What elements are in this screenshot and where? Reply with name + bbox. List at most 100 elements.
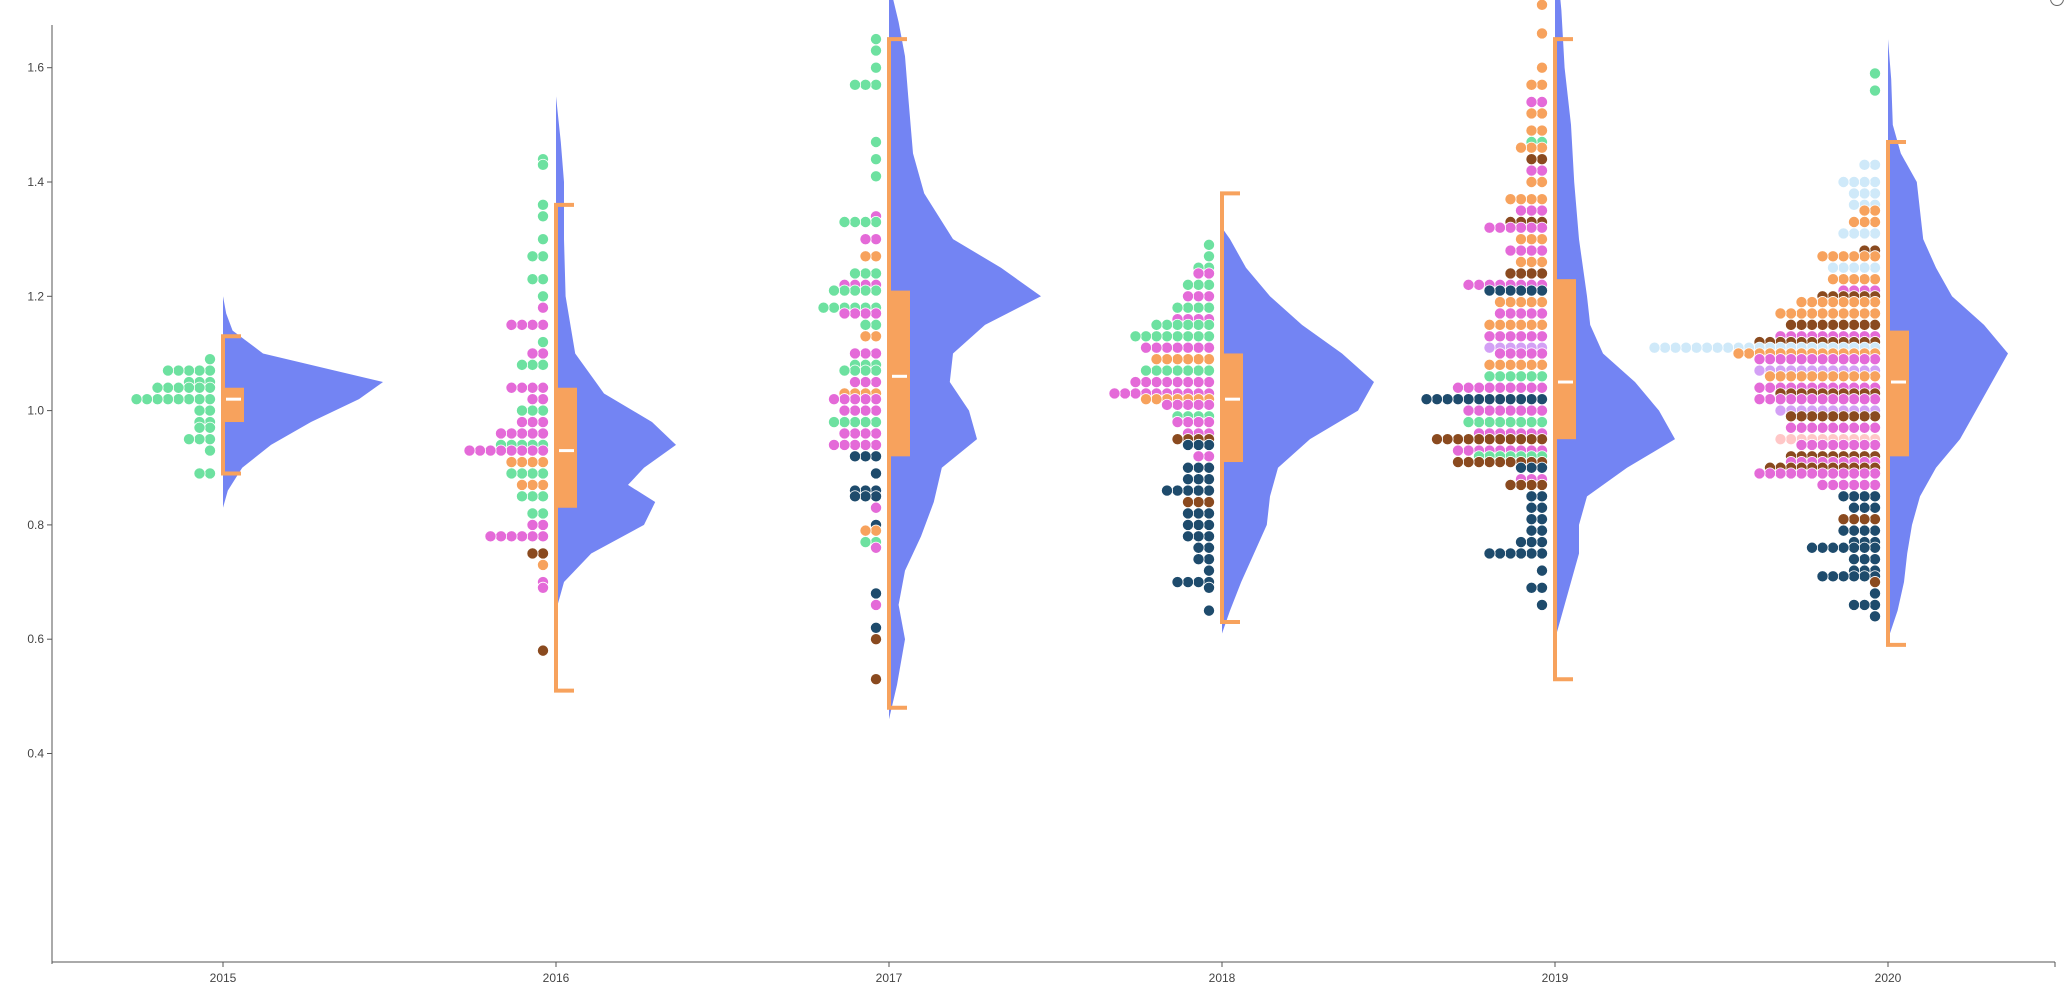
data-point — [1536, 416, 1549, 429]
data-point — [1108, 387, 1121, 400]
data-point — [516, 478, 529, 491]
data-point — [1837, 261, 1850, 274]
data-point — [1816, 410, 1829, 423]
data-point — [849, 404, 862, 417]
data-point — [1171, 416, 1184, 429]
data-point — [526, 507, 539, 520]
data-point — [516, 358, 529, 371]
data-point — [1192, 341, 1205, 354]
data-point — [870, 250, 883, 263]
data-point — [1837, 524, 1850, 537]
data-point — [1203, 238, 1216, 251]
data-point — [1462, 381, 1475, 394]
data-point — [1827, 261, 1840, 274]
data-point — [1536, 347, 1549, 360]
data-point — [1203, 541, 1216, 554]
data-point — [537, 158, 550, 171]
data-point — [1203, 250, 1216, 263]
data-point — [526, 427, 539, 440]
data-point — [1203, 450, 1216, 463]
data-point — [870, 438, 883, 451]
data-point — [1150, 393, 1163, 406]
data-point — [1525, 461, 1538, 474]
data-point — [1203, 581, 1216, 594]
group-2015 — [130, 296, 383, 508]
data-point — [1140, 364, 1153, 377]
data-point — [1753, 364, 1766, 377]
box-iqr — [556, 387, 577, 508]
data-point — [1182, 461, 1195, 474]
data-point — [463, 444, 476, 457]
data-point — [1536, 175, 1549, 188]
data-point — [1837, 490, 1850, 503]
data-point — [1848, 513, 1861, 526]
data-point — [1837, 438, 1850, 451]
data-point — [1182, 576, 1195, 589]
data-point — [1858, 273, 1871, 286]
data-point — [1171, 433, 1184, 446]
data-point — [1462, 393, 1475, 406]
data-point — [161, 364, 174, 377]
data-point — [1680, 341, 1693, 354]
data-point — [1182, 353, 1195, 366]
data-point — [1536, 581, 1549, 594]
data-point — [1504, 284, 1517, 297]
data-point — [1525, 193, 1538, 206]
data-point — [1525, 267, 1538, 280]
data-point — [1140, 393, 1153, 406]
data-point — [1869, 353, 1882, 366]
data-point — [1848, 175, 1861, 188]
data-point — [1743, 347, 1756, 360]
data-point — [1494, 381, 1507, 394]
data-point — [1182, 518, 1195, 531]
data-point — [1858, 478, 1871, 491]
data-point — [1515, 433, 1528, 446]
data-point — [1869, 296, 1882, 309]
data-point — [859, 438, 872, 451]
data-point — [838, 416, 851, 429]
data-point — [537, 250, 550, 263]
data-point — [537, 547, 550, 560]
data-point — [1192, 438, 1205, 451]
data-point — [1504, 358, 1517, 371]
data-point — [1494, 456, 1507, 469]
data-point — [1525, 307, 1538, 320]
data-point — [1171, 301, 1184, 314]
data-point — [1536, 513, 1549, 526]
data-point — [1525, 358, 1538, 371]
data-point — [1536, 318, 1549, 331]
data-point — [1192, 376, 1205, 389]
data-point — [1203, 290, 1216, 303]
data-point — [1774, 393, 1787, 406]
data-point — [1203, 507, 1216, 520]
data-point — [1785, 410, 1798, 423]
data-point — [1764, 381, 1777, 394]
data-point — [870, 307, 883, 320]
data-point — [537, 273, 550, 286]
data-point — [1192, 290, 1205, 303]
data-point — [1536, 307, 1549, 320]
data-point — [1816, 307, 1829, 320]
data-point — [1869, 541, 1882, 554]
data-point — [516, 490, 529, 503]
data-point — [1150, 341, 1163, 354]
data-point — [1504, 416, 1517, 429]
data-point — [1494, 358, 1507, 371]
data-point — [1659, 341, 1672, 354]
data-point — [161, 393, 174, 406]
data-point — [1858, 501, 1871, 514]
data-point — [1536, 547, 1549, 560]
data-point — [838, 216, 851, 229]
data-point — [484, 530, 497, 543]
data-point — [1515, 296, 1528, 309]
data-point — [849, 364, 862, 377]
data-point — [859, 307, 872, 320]
data-point — [1525, 393, 1538, 406]
data-point — [1869, 501, 1882, 514]
data-point — [537, 347, 550, 360]
data-point — [1816, 570, 1829, 583]
data-point — [1494, 307, 1507, 320]
data-point — [1785, 370, 1798, 383]
data-point — [1473, 393, 1486, 406]
data-point — [1536, 61, 1549, 74]
